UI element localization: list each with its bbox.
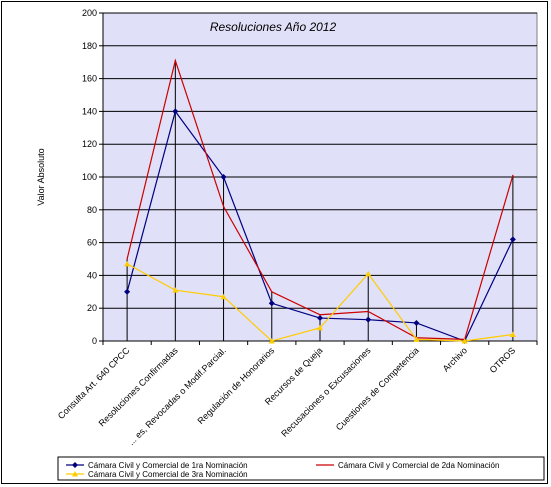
chart-title: Resoluciones Año 2012: [210, 20, 337, 34]
series-1: [124, 108, 516, 344]
legend-label: Cámara Civil y Comercial de 1ra Nominaci…: [88, 461, 248, 470]
y-tick-label: 80: [87, 205, 97, 215]
y-tick-label: 100: [82, 172, 97, 182]
data-point: [509, 236, 516, 243]
x-category-label: OTROS: [488, 345, 518, 375]
y-tick-label: 40: [87, 270, 97, 280]
data-point: [413, 319, 420, 326]
data-point: [319, 314, 321, 316]
y-axis-label: Valor Absoluto: [36, 148, 46, 205]
data-point: [317, 324, 323, 331]
data-point: [365, 270, 372, 277]
axes: [99, 12, 538, 345]
data-point: [222, 205, 225, 208]
drop-lines: [126, 60, 514, 341]
series-3: [124, 260, 516, 344]
data-point: [172, 287, 179, 293]
data-point: [461, 338, 468, 344]
y-tick-label: 20: [87, 303, 97, 313]
legend-item: Cámara Civil y Comercial de 2da Nominaci…: [316, 461, 499, 470]
data-point: [413, 336, 420, 342]
data-point: [174, 59, 176, 62]
y-tick-label: 180: [82, 41, 97, 51]
data-point: [367, 310, 369, 313]
x-category-label: Recusaciones o Excusaciones: [279, 345, 373, 439]
y-tick-labels: 0 20 40 60 80 100 120 140 160 180 200: [82, 8, 97, 346]
data-point: [509, 331, 516, 337]
data-point: [126, 258, 128, 260]
legend-box: [57, 456, 545, 481]
legend-item: Cámara Civil y Comercial de 3ra Nominaci…: [66, 470, 248, 479]
data-point: [512, 174, 514, 176]
data-point: [220, 293, 227, 300]
data-point: [172, 108, 179, 115]
y-tick-label: 120: [82, 139, 97, 149]
data-point: [124, 260, 131, 267]
legend-marker: [72, 471, 78, 477]
y-tick-label: 140: [82, 106, 97, 116]
y-tick-label: 160: [82, 74, 97, 84]
x-category-label: Resoluciones Confirmadas: [97, 345, 180, 428]
legend-label: Cámara Civil y Comercial de 3ra Nominaci…: [88, 470, 248, 479]
legend-item: Cámara Civil y Comercial de 1ra Nominaci…: [66, 461, 248, 470]
legend-label: Cámara Civil y Comercial de 2da Nominaci…: [338, 461, 499, 470]
data-point: [220, 174, 227, 180]
y-tick-label: 200: [82, 8, 97, 18]
y-tick-label: 0: [92, 336, 97, 346]
x-category-label: ... es, Revocadas o Modif.Parcial.: [126, 345, 228, 447]
series-group: [124, 58, 516, 344]
data-point: [317, 315, 323, 322]
legend-marker: [72, 462, 78, 468]
y-tick-label: 60: [87, 238, 97, 248]
data-point: [268, 338, 275, 344]
data-point: [271, 291, 273, 293]
data-point: [124, 288, 131, 295]
legend: Cámara Civil y Comercial de 1ra Nominaci…: [57, 456, 545, 481]
x-category-label: Regulación de Honorarios: [196, 345, 277, 426]
data-point: [365, 316, 372, 323]
data-point: [268, 300, 275, 307]
x-category-label: Cuestiones de Competencia: [334, 345, 421, 432]
x-category-label: Archivo: [441, 345, 469, 373]
